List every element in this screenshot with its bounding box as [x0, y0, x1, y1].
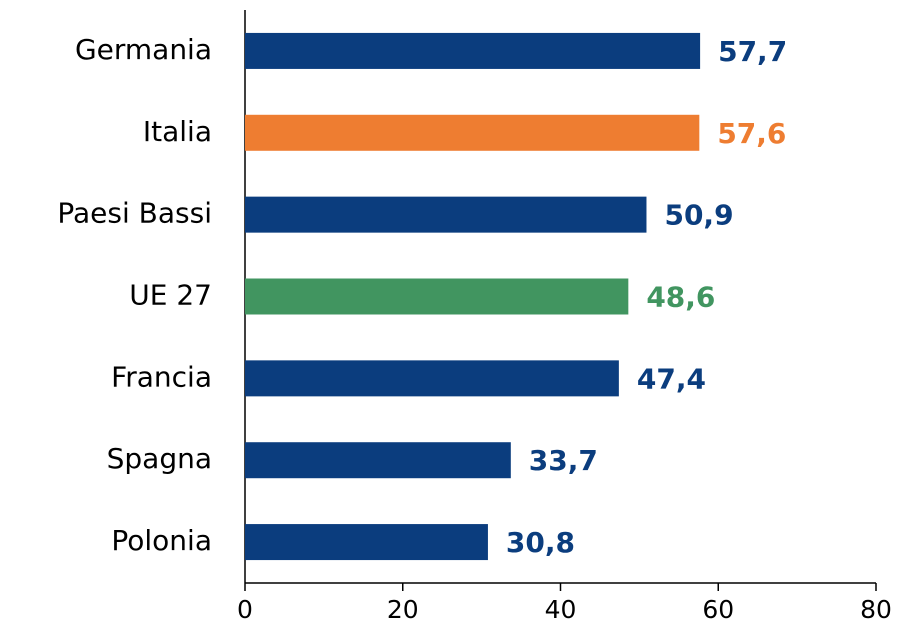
value-label: 48,6 — [646, 281, 715, 314]
value-label: 50,9 — [664, 199, 733, 232]
category-label: Paesi Bassi — [57, 197, 212, 230]
category-label: Spagna — [107, 442, 212, 475]
bar — [245, 114, 700, 151]
category-label: Germania — [75, 33, 212, 66]
value-label: 57,7 — [718, 35, 787, 68]
category-label: Polonia — [111, 524, 212, 557]
x-tick-label: 20 — [387, 595, 419, 624]
x-tick-label: 0 — [237, 595, 253, 624]
x-tick-label: 40 — [545, 595, 577, 624]
bar — [245, 524, 488, 561]
x-tick-label: 60 — [702, 595, 734, 624]
x-tick-label: 80 — [860, 595, 892, 624]
category-label: UE 27 — [129, 279, 212, 312]
bar — [245, 196, 647, 233]
value-label: 47,4 — [637, 362, 706, 395]
bar — [245, 442, 511, 479]
value-label: 33,7 — [529, 444, 598, 477]
value-label: 57,6 — [717, 117, 786, 150]
bar — [245, 32, 701, 69]
category-label: Italia — [143, 115, 212, 148]
bar — [245, 360, 619, 397]
bar — [245, 278, 629, 315]
value-label: 30,8 — [506, 526, 575, 559]
category-label: Francia — [111, 360, 212, 393]
